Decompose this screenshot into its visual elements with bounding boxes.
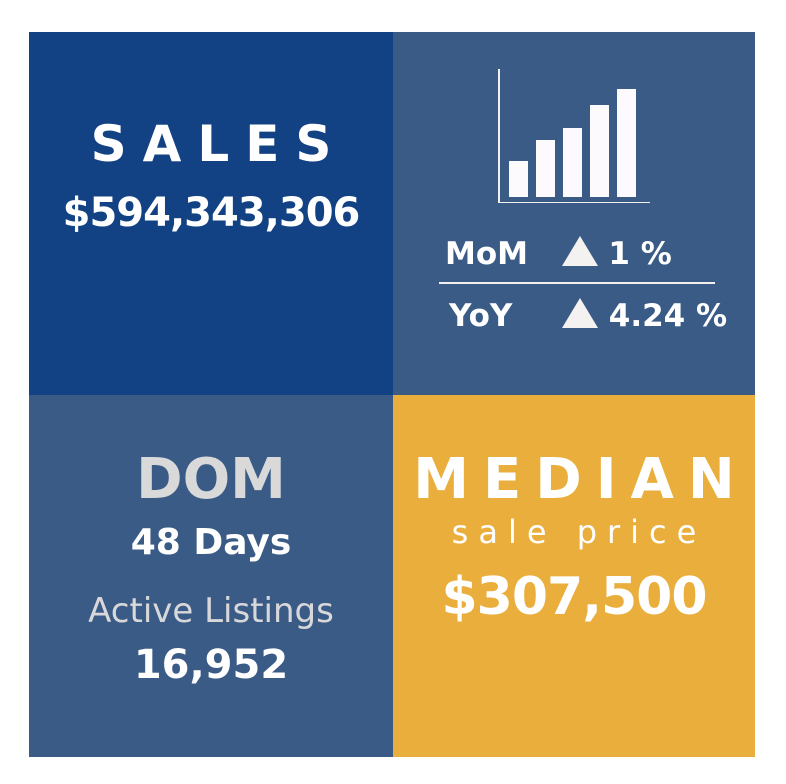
sales-title: SALES [90,115,348,173]
trend-tile: MoM 1 % YoY 4.24 % [393,32,755,395]
dom-title: DOM [136,447,286,512]
up-triangle-icon [561,236,598,266]
chart-bar [617,89,636,197]
mom-metric: MoM 1 % [445,236,672,272]
active-listings-label: Active Listings [88,591,334,631]
yoy-label: YoY [449,298,513,334]
bar-chart-icon [498,69,653,203]
chart-bar [590,105,609,197]
mom-label: MoM [445,236,528,272]
mom-value: 1 % [608,236,672,272]
active-listings-value: 16,952 [133,642,289,688]
median-title: MEDIAN [413,447,749,512]
divider [439,282,715,284]
median-tile: MEDIAN sale price $307,500 [393,395,755,757]
up-triangle-icon [561,298,598,328]
sales-tile: SALES $594,343,306 [29,32,393,395]
yoy-metric: YoY 4.24 % [449,298,727,334]
chart-x-axis [498,201,650,203]
yoy-value: 4.24 % [608,298,728,334]
sales-value: $594,343,306 [62,190,361,236]
dom-tile: DOM 48 Days Active Listings 16,952 [29,395,393,757]
chart-bar [509,161,528,197]
median-value: $307,500 [441,567,707,627]
chart-bar [536,140,555,197]
chart-bar [563,128,582,197]
dom-value: 48 Days [130,522,292,563]
median-subtitle: sale price [451,513,707,551]
chart-y-axis [498,69,500,203]
